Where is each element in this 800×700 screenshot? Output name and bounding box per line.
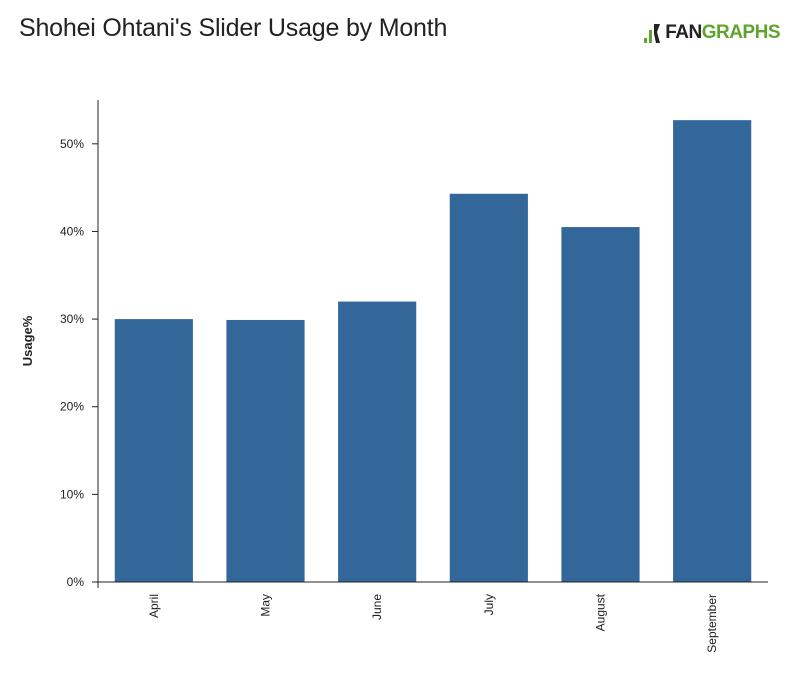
y-tick-label: 30% xyxy=(60,312,84,326)
y-axis-label: Usage% xyxy=(20,315,35,366)
y-tick-label: 0% xyxy=(67,575,85,589)
bar-april xyxy=(114,319,193,582)
bars-group xyxy=(114,120,752,582)
fangraphs-logo: FAN GRAPHS xyxy=(644,20,781,46)
logo-text-fan: FAN xyxy=(665,22,702,43)
chart-title: Shohei Ohtani's Slider Usage by Month xyxy=(19,14,448,42)
x-axis: April May June July August September xyxy=(92,581,768,653)
bar-july xyxy=(449,193,528,582)
y-axis: 0% 10% 20% 30% 40% 50% xyxy=(60,100,99,589)
y-tick-label: 10% xyxy=(60,487,84,501)
bar-september xyxy=(673,120,752,582)
y-tick-label: 40% xyxy=(60,224,84,238)
x-tick-label-may: May xyxy=(259,594,273,617)
bar-august xyxy=(561,227,640,582)
bar-june xyxy=(338,301,417,582)
logo-text-graphs: GRAPHS xyxy=(701,22,781,43)
y-tick-label: 20% xyxy=(60,400,84,414)
fangraphs-logo-icon xyxy=(644,24,661,43)
x-tick-label-august: August xyxy=(594,593,608,631)
x-tick-label-july: July xyxy=(482,594,496,615)
x-tick-label-april: April xyxy=(147,594,161,618)
x-tick-label-september: September xyxy=(705,594,719,653)
bar-may xyxy=(226,319,305,582)
x-tick-label-june: June xyxy=(370,594,384,620)
y-tick-label: 50% xyxy=(60,137,84,151)
